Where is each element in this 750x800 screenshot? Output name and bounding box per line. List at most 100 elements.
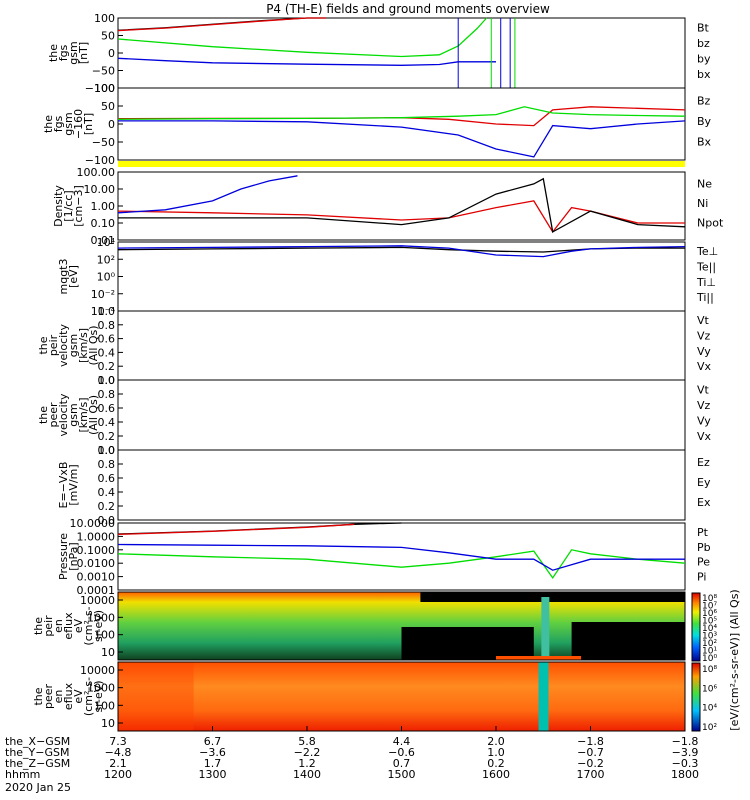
xtick-label: 1600 [482, 768, 510, 781]
xtick-label: 1.0 [487, 746, 505, 759]
panel-frame [117, 379, 686, 451]
legend-ti-label: Ti|| [696, 291, 714, 304]
colorbar-tick-label: 10⁸ [702, 665, 717, 675]
panel-mom-temp-ylabel-line: [eV] [67, 265, 80, 288]
panel-fgs-gsm-ylabel-line: the [47, 44, 60, 62]
ytick-label: 0.2 [98, 360, 116, 373]
spectrogram-noflux-region [420, 592, 685, 602]
xtick-label: 1200 [104, 768, 132, 781]
spectrogram-noflux-region [571, 622, 685, 660]
ytick-label: 0.0010 [77, 571, 116, 584]
colorbar-tick-label: 10¹ [702, 647, 717, 657]
xaxis-row-label: the_Z−GSM [5, 757, 70, 770]
panel-fgs-gsm-ylabel-line: fgs [57, 44, 70, 61]
legend-vz-label: Vz [697, 399, 711, 412]
spectrogram-peir-eflux-ylabel-line: (cm²-s- [82, 606, 95, 645]
ytick-label: 0.8 [98, 388, 116, 401]
xtick-label: 1800 [671, 768, 699, 781]
legend-bt-label: Bt [697, 21, 710, 34]
panel-mom-temp: 10⁴ 10² 10⁰ 10⁻² 10⁻⁴ Te⊥ Te|| Ti⊥ Ti|| [91, 236, 718, 318]
panel-peer-velocity-ylabel-line: (All Qs) [87, 395, 100, 435]
ytick-label: 0.6 [98, 472, 116, 485]
series-bx-line [117, 57, 496, 66]
panel-pressure-ylabel-line: [nPa] [67, 542, 80, 570]
ytick-label: −100 [85, 154, 115, 167]
panel-density-ylabel-line: [cm−3] [72, 185, 85, 227]
panel-peir-velocity-ylabel-line: the [37, 336, 50, 354]
panel-frame [117, 591, 686, 661]
ytick-label: 1.00 [91, 200, 116, 213]
panel-fgs-gsm-ylabel-line: gsm [67, 41, 80, 64]
panel-density: 100.00 10.00 1.00 0.10 0.01 Ne Ni Npot [77, 166, 724, 247]
spectrogram-peer-eflux-ylabel-line: en [52, 690, 65, 704]
ytick-label: 0.0 [98, 514, 116, 527]
ytick-label: 0 [108, 47, 115, 60]
spectrogram-peer-eflux-ylabel-line: eV [72, 689, 85, 704]
xtick-label: −3.6 [199, 746, 226, 759]
colorbar-tick-label: 10⁶ [702, 609, 717, 619]
series-ti-line [117, 245, 686, 258]
spectrogram-shade [118, 662, 194, 731]
legend-ti-label: Ti⊥ [696, 276, 716, 289]
ytick-label: 10000 [80, 594, 115, 607]
panel-peir-velocity-ylabel-line: (All Qs) [87, 325, 100, 365]
xtick-label: −0.3 [672, 757, 699, 770]
series-by-line [117, 106, 686, 120]
ytick-label: 0.1000 [77, 544, 116, 557]
panel-peir-velocity-ylabel-line: [km/s] [77, 328, 90, 363]
chart-title: P4 (TH-E) fields and ground moments over… [266, 2, 550, 16]
legend-bx-label: Bx [697, 135, 712, 148]
panel-peir-velocity-ylabel-line: gsm [67, 334, 80, 357]
colorbar-tick-label: 10⁸ [702, 594, 717, 604]
ytick-label: 100 [94, 629, 115, 642]
xtick-label: 1500 [388, 768, 416, 781]
ytick-label: 10.0000 [70, 517, 116, 530]
legend-by-label: By [697, 115, 712, 128]
series-pe-line [117, 549, 686, 580]
ytick-label: 1.0 [98, 305, 116, 318]
legend-vy-label: Vy [697, 414, 711, 427]
xaxis-row-label: hhmm [5, 768, 40, 781]
legend-pi-label: Pi [697, 571, 706, 584]
panel-fgs-gse: 100 50 0 −50 −100 Bz By Bx [85, 82, 712, 167]
panel-fgs-gse-ylabel-line: −160 [72, 109, 85, 139]
legend-by-label: by [697, 52, 711, 65]
ytick-label: 10000 [80, 664, 115, 677]
ytick-label: 10 [101, 646, 115, 659]
panel-fgs-gse-ylabel-line: fgs [52, 115, 65, 132]
legend-npot-label: Npot [697, 217, 724, 230]
legend-vx-label: Vx [697, 430, 712, 443]
spectrogram-peir-eflux-ylabel-line: eV [72, 618, 85, 633]
series-pi-line [117, 543, 685, 571]
legend-ey-label: Ey [697, 476, 711, 489]
series-bx-line [118, 120, 686, 158]
legend-pb-label: Pb [697, 541, 711, 554]
legend-vt-label: Vt [697, 383, 710, 396]
colorbar-tick-label: 10⁴ [702, 704, 717, 714]
spectrogram-noflux-region [401, 627, 534, 660]
series-bz-line [117, 106, 686, 127]
xtick-label: −1.8 [577, 735, 604, 748]
ytick-label: 1.0 [98, 374, 116, 387]
ytick-label: 0.01 [91, 234, 116, 247]
spectrogram-peir-eflux-ylabel-line: en [52, 619, 65, 633]
ytick-label: 100 [94, 12, 115, 25]
spectrogram-bright-band [538, 662, 549, 731]
series-ni-line [118, 177, 686, 233]
legend-te-label: Te|| [696, 261, 716, 274]
spectrogram-bottom-band [496, 656, 582, 660]
ytick-label: 0 [108, 118, 115, 131]
ytick-label: 0.8 [98, 458, 116, 471]
colorbar-tick-label: 10⁴ [702, 624, 717, 634]
spectrogram-bright-band [541, 597, 550, 660]
ytick-label: 50 [101, 30, 115, 43]
panel-efield-ylabel-line: E=−VxB [57, 462, 70, 509]
colorbar-tick-label: 10² [702, 639, 717, 649]
panel-density-ylabel-line: Density [52, 185, 65, 227]
ytick-label: 10⁻⁴ [91, 305, 116, 318]
colorbar-scale [691, 592, 701, 662]
series-by-line [117, 17, 488, 58]
ytick-label: 1000 [87, 682, 115, 695]
xtick-label: −1.8 [672, 735, 699, 748]
legend-pe-label: Pe [697, 556, 710, 569]
